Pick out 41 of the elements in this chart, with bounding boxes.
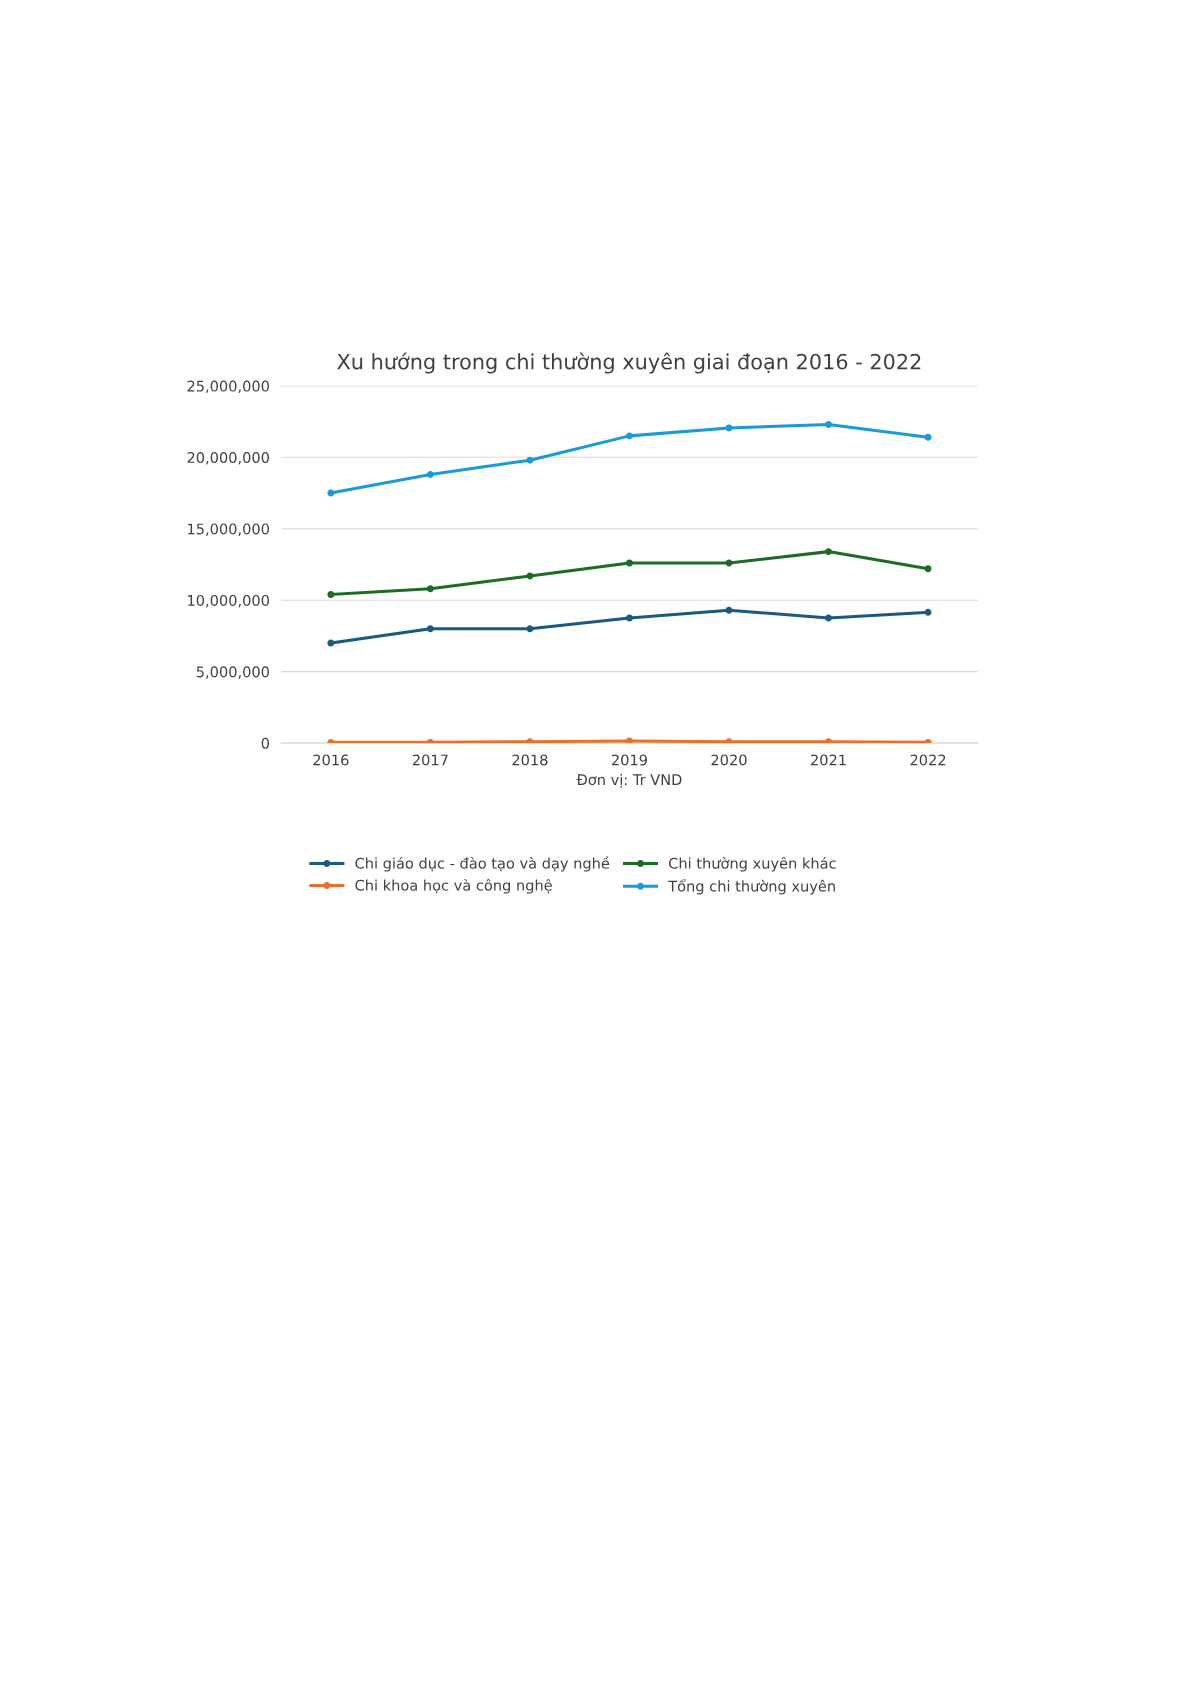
y-tick-label: 20,000,000	[187, 452, 269, 465]
point	[625, 432, 633, 440]
point	[924, 608, 932, 616]
point	[426, 470, 434, 478]
point	[327, 591, 335, 598]
point	[526, 456, 534, 464]
y-tick-label: 15,000,000	[188, 523, 269, 536]
point	[924, 738, 932, 744]
x-tick-label: 2019	[611, 754, 647, 766]
x-tick-label: 2016	[313, 754, 349, 766]
x-tick-label: 2020	[711, 754, 747, 766]
point	[426, 625, 434, 633]
y-tick-label: 10,000,000	[188, 594, 269, 608]
x-tick-label: 2021	[811, 754, 846, 766]
legend-label: Chi giáo dục - đào tạo và dạy nghề	[355, 856, 610, 872]
point	[327, 639, 335, 647]
point	[924, 565, 932, 573]
point	[426, 585, 434, 593]
x-tick-label: 2018	[512, 754, 548, 766]
y-tick-label: 25,000,000	[187, 380, 269, 394]
point	[327, 738, 335, 744]
chart-title: Xu hướng trong chi thường xuyên giai đoạn 2016 - 2022	[337, 352, 921, 374]
legend-label: Tổng chi thường xuyên	[668, 878, 835, 895]
point	[625, 614, 633, 622]
x-tick-label: 2017	[412, 754, 448, 766]
y-tick-label: 5,000,000	[196, 666, 269, 679]
point	[327, 489, 335, 497]
legend-label: Chi thường xuyên khác	[669, 856, 836, 872]
point	[825, 420, 832, 428]
legend-label: Chi khoa học và công nghệ	[355, 878, 552, 894]
point	[825, 614, 832, 622]
y-tick-label: 0	[261, 737, 269, 749]
point	[526, 625, 534, 633]
x-axis-title: Đơn vị: Tr VND	[576, 773, 682, 788]
point	[625, 737, 633, 744]
point	[725, 606, 733, 614]
x-tick-label: 2022	[910, 754, 946, 766]
point	[526, 572, 534, 580]
point	[924, 433, 932, 441]
point	[625, 559, 633, 567]
point	[825, 548, 832, 556]
